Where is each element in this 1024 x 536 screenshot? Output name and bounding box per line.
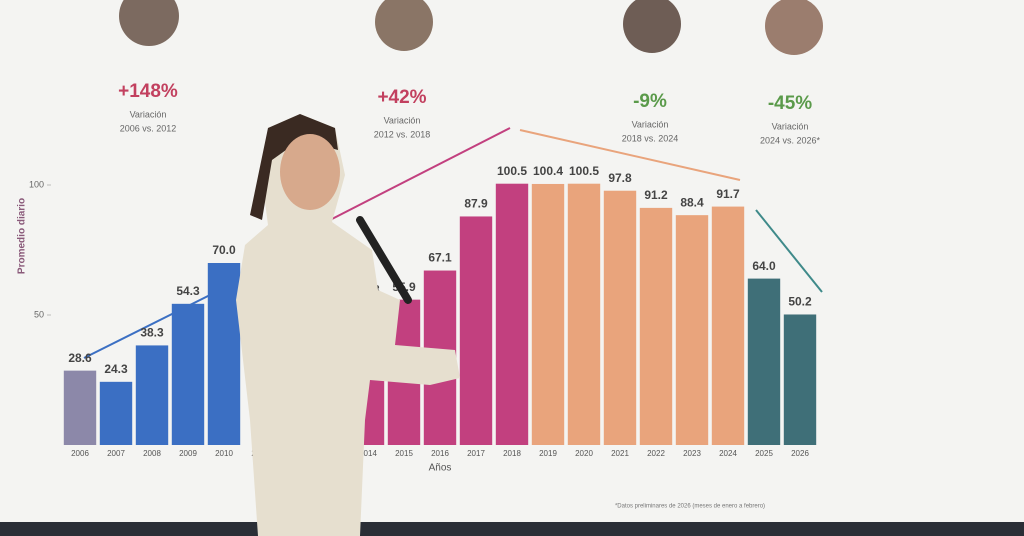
variation-label: Variación (632, 119, 669, 129)
bar (747, 278, 781, 445)
x-tick-label: 2009 (179, 449, 197, 458)
variation-period: 2024 vs. 2026* (760, 135, 821, 145)
value-label: 38.3 (140, 326, 164, 340)
x-tick-label: 2022 (647, 449, 665, 458)
trend-line (519, 129, 741, 181)
variation-value: +42% (377, 87, 426, 108)
variation-value: +148% (118, 81, 178, 102)
bar (171, 303, 205, 445)
value-label: 87.9 (464, 197, 488, 211)
bar (603, 190, 637, 445)
x-tick-label: 2026 (791, 449, 809, 458)
value-label: 55.9 (392, 280, 416, 294)
value-label: 64.0 (752, 259, 776, 273)
value-label: 28.6 (68, 351, 92, 365)
x-tick-label: 2010 (215, 449, 233, 458)
value-label: 97.8 (608, 171, 632, 185)
x-tick-label: 2018 (503, 449, 521, 458)
y-axis-label: Promedio diario (17, 198, 28, 274)
value-label: 24.3 (104, 362, 128, 376)
bar (63, 370, 97, 445)
bar (387, 299, 421, 445)
x-tick-label: 2013 (323, 449, 341, 458)
bar (639, 207, 673, 445)
x-tick-label: 2019 (539, 449, 557, 458)
value-label: 70.0 (212, 243, 236, 257)
bar (423, 270, 457, 445)
x-tick-label: 2024 (719, 449, 737, 458)
x-tick-label: 2021 (611, 449, 629, 458)
x-tick-label: 2015 (395, 449, 413, 458)
x-axis-label: Años (429, 463, 452, 474)
x-tick-label: 2007 (107, 449, 125, 458)
bar (459, 216, 493, 445)
x-tick-label: 2017 (467, 449, 485, 458)
x-tick-label: 2023 (683, 449, 701, 458)
value-label: 91.2 (644, 188, 668, 202)
variation-period: 2012 vs. 2018 (374, 129, 431, 139)
bar (495, 183, 529, 445)
variation-value: -9% (633, 91, 667, 112)
bar (351, 302, 385, 445)
portrait (765, 0, 823, 55)
value-label: 67.1 (428, 251, 452, 265)
value-label: 91.7 (716, 187, 740, 201)
bar (135, 345, 169, 445)
variation-period: 2018 vs. 2024 (622, 133, 679, 143)
bar (783, 314, 817, 445)
x-tick-label: 2011 (251, 449, 269, 458)
value-label: 88.4 (680, 195, 704, 209)
x-tick-label: 2020 (575, 449, 593, 458)
x-tick-label: 2025 (755, 449, 773, 458)
y-tick-label: 50 (34, 309, 44, 319)
bar (531, 183, 565, 445)
value-label: 54.3 (176, 284, 200, 298)
footnote: *Datos preliminares de 2026 (meses de en… (615, 504, 765, 510)
value-label: 50.2 (788, 295, 812, 309)
x-tick-label: 2014 (359, 449, 377, 458)
portrait (623, 0, 681, 53)
bar (99, 381, 133, 445)
y-tick-label: 100 (29, 179, 44, 189)
portrait (119, 0, 179, 46)
variation-label: Variación (130, 109, 167, 119)
x-tick-label: 2006 (71, 449, 89, 458)
portrait (375, 0, 433, 51)
trend-line (83, 285, 229, 359)
variation-label: Variación (772, 121, 809, 131)
bar (207, 263, 241, 445)
variation-label: Variación (384, 115, 421, 125)
x-tick-label: 2008 (143, 449, 161, 458)
bottom-strip (0, 522, 1024, 536)
value-label: 54.8 (356, 283, 380, 297)
x-tick-label: 2012 (287, 449, 305, 458)
bar (711, 206, 745, 445)
x-tick-label: 2016 (431, 449, 449, 458)
value-label: 100.5 (497, 164, 527, 178)
bar (567, 183, 601, 445)
value-label: 100.5 (569, 164, 599, 178)
bar (675, 215, 709, 445)
variation-value: -45% (768, 93, 812, 114)
variation-period: 2006 vs. 2012 (120, 123, 177, 133)
value-label: 100.4 (533, 164, 563, 178)
trend-line (755, 209, 823, 293)
